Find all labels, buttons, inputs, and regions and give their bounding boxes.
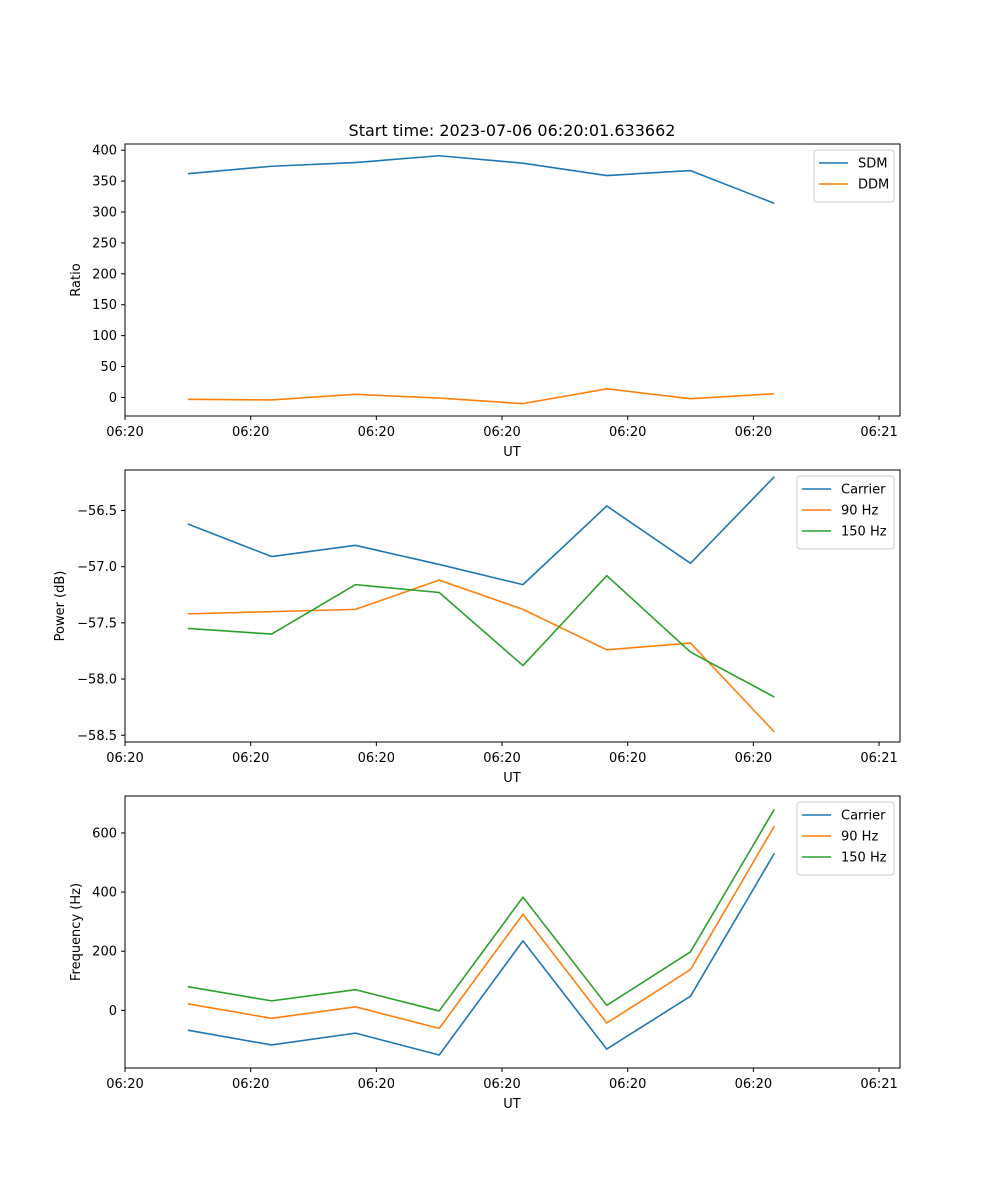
legend-label: SDM: [858, 157, 887, 172]
x-tick-label: 06:21: [860, 425, 897, 440]
x-tick-label: 06:20: [609, 425, 646, 440]
x-tick-label: 06:20: [106, 1077, 143, 1092]
y-tick-label: 200: [92, 267, 117, 282]
series-line-carrier: [187, 476, 775, 586]
x-tick-label: 06:20: [358, 1077, 395, 1092]
y-tick-label: −58.5: [77, 729, 117, 744]
x-tick-label: 06:20: [232, 1077, 269, 1092]
legend-label: 90 Hz: [841, 830, 878, 845]
frequency-panel: UT Frequency (Hz) 06:20 06:20 06:20 06:20 06…: [69, 795, 901, 1112]
y-tick-label: 0: [109, 391, 117, 406]
y-tick-label: 0: [109, 1004, 117, 1019]
y-tick-label: 200: [92, 945, 117, 960]
y-axis-label: Power (dB): [53, 571, 68, 642]
x-tick-label: 06:20: [483, 425, 520, 440]
x-tick-label: 06:20: [358, 751, 395, 766]
y-tick-label: 100: [92, 329, 117, 344]
x-tick-label: 06:21: [860, 751, 897, 766]
x-axis-label: UT: [503, 1097, 521, 1112]
series-line-90-hz: [187, 825, 776, 1030]
x-tick-label: 06:20: [735, 751, 772, 766]
axes-frame: [124, 143, 901, 417]
x-tick-label: 06:20: [609, 1077, 646, 1092]
y-tick-label: 150: [92, 298, 117, 313]
x-tick-label: 06:21: [860, 1077, 897, 1092]
y-tick-label: −58.0: [77, 673, 117, 688]
legend: Carrier 90 Hz 150 Hz: [796, 801, 895, 876]
x-tick-label: 06:20: [483, 751, 520, 766]
series-line-sdm: [187, 154, 775, 205]
series-line-ddm: [187, 387, 775, 405]
y-tick-label: −57.5: [77, 616, 117, 631]
axes-frame: [124, 795, 901, 1069]
x-tick-label: 06:20: [609, 751, 646, 766]
y-tick-label: 400: [92, 886, 117, 901]
legend: SDM DDM: [813, 149, 895, 203]
legend-label: Carrier: [841, 483, 886, 498]
x-tick-label: 06:20: [735, 1077, 772, 1092]
y-tick-label: 50: [100, 360, 117, 375]
y-tick-label: 250: [92, 236, 117, 251]
y-tick-label: 350: [92, 175, 117, 190]
legend-label: 90 Hz: [841, 504, 878, 519]
legend: Carrier 90 Hz 150 Hz: [796, 475, 895, 550]
axes-frame: [124, 469, 901, 743]
x-axis-label: UT: [503, 445, 521, 460]
chart-title: Start time: 2023-07-06 06:20:01.633662: [349, 121, 676, 140]
y-tick-label: 600: [92, 826, 117, 841]
legend-label: DDM: [858, 178, 889, 193]
x-tick-label: 06:20: [735, 425, 772, 440]
x-tick-label: 06:20: [106, 751, 143, 766]
x-tick-label: 06:20: [106, 425, 143, 440]
series-line-90-hz: [187, 579, 775, 733]
y-axis-label: Ratio: [69, 263, 84, 296]
ratio-panel: Start time: 2023-07-06 06:20:01.633662 U…: [69, 121, 901, 460]
y-axis-label: Frequency (Hz): [69, 883, 84, 981]
y-tick-label: −56.5: [77, 504, 117, 519]
x-tick-label: 06:20: [232, 751, 269, 766]
series-line-150-hz: [187, 574, 775, 698]
x-tick-label: 06:20: [232, 425, 269, 440]
y-tick-label: −57.0: [77, 560, 117, 575]
series-line-150-hz: [187, 808, 776, 1012]
series-line-carrier: [187, 852, 776, 1056]
legend-label: 150 Hz: [841, 525, 887, 540]
power-panel: UT Power (dB) 06:20 06:20 06:20 06:20 06:20 0…: [53, 469, 901, 786]
legend-label: 150 Hz: [841, 851, 887, 866]
x-tick-label: 06:20: [358, 425, 395, 440]
y-tick-label: 300: [92, 206, 117, 221]
y-tick-label: 400: [92, 144, 117, 159]
x-tick-label: 06:20: [483, 1077, 520, 1092]
legend-label: Carrier: [841, 809, 886, 824]
x-axis-label: UT: [503, 771, 521, 786]
